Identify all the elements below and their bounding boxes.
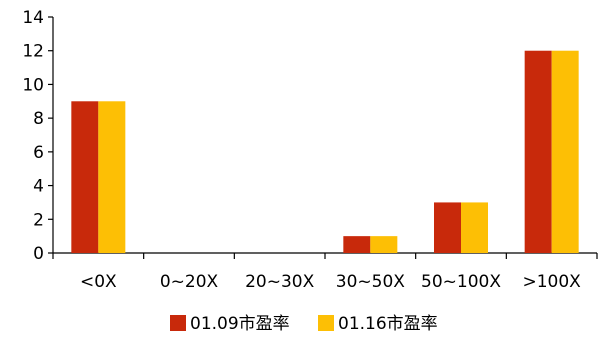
y-tick-label: 8 (33, 109, 44, 129)
bar-series-2 (98, 101, 126, 254)
bar-series-2 (370, 236, 398, 253)
bar-series-2 (461, 202, 488, 253)
x-tick-label: 0~20X (160, 272, 219, 292)
y-tick-label: 6 (33, 143, 44, 163)
y-tick-label: 12 (22, 42, 44, 62)
y-tick-label: 0 (33, 244, 44, 264)
bar-series-1 (434, 202, 461, 253)
x-axis: <0X 0~20X 20~30X 30~50X 50~100X >100X (52, 252, 598, 292)
bar-series-1 (71, 101, 99, 254)
bar-series-1 (343, 236, 371, 253)
legend: 01.09市盈率 01.16市盈率 (170, 314, 438, 334)
legend-label: 01.09市盈率 (190, 314, 290, 334)
x-tick-label: 20~30X (245, 272, 315, 292)
legend-swatch (170, 315, 186, 331)
x-tick-label: 50~100X (421, 272, 501, 292)
bars (71, 50, 579, 254)
y-axis: 0 2 4 6 8 10 12 14 (22, 8, 54, 264)
y-tick-label: 10 (22, 75, 44, 95)
x-tick-label: <0X (80, 272, 117, 292)
legend-label: 01.16市盈率 (338, 314, 438, 334)
x-tick-label: 30~50X (336, 272, 406, 292)
bar-series-1 (524, 50, 552, 253)
bar-series-2 (551, 50, 579, 253)
y-tick-label: 14 (22, 8, 44, 28)
y-tick-label: 2 (33, 210, 44, 230)
y-tick-label: 4 (33, 177, 44, 197)
legend-swatch (318, 315, 334, 331)
x-tick-label: >100X (522, 272, 581, 292)
